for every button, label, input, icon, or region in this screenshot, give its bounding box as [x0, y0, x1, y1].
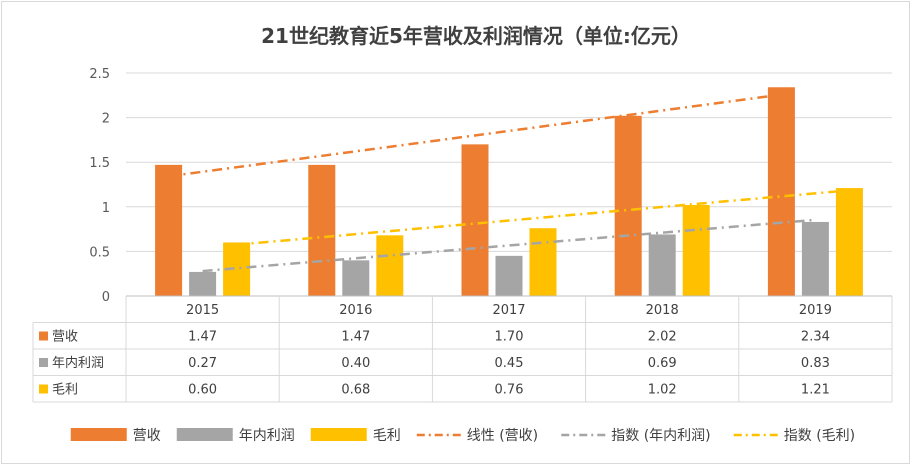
data-label: 0.69 — [648, 356, 677, 371]
x-tick-label: 2017 — [492, 303, 525, 318]
legend-label: 年内利润 — [239, 428, 295, 444]
bar-2017 — [529, 228, 557, 296]
data-label: 0.27 — [188, 356, 217, 371]
trendline — [168, 93, 782, 178]
bar-2019 — [767, 87, 795, 296]
bar-2016 — [376, 235, 404, 296]
table-legend-key — [39, 331, 48, 341]
data-label: 1.70 — [495, 330, 524, 345]
bar-2018 — [648, 234, 676, 296]
x-tick-label: 2018 — [646, 303, 679, 318]
y-axis: 0 0.5 1 1.5 2 2.5 — [89, 67, 110, 305]
trendline — [236, 189, 850, 246]
x-tick-label: 2015 — [186, 303, 219, 318]
y-tick-label: 1.5 — [89, 156, 110, 171]
gridlines — [126, 72, 892, 252]
y-tick-label: 1 — [102, 201, 110, 216]
legend-label: 指数 (毛利) — [784, 428, 855, 444]
bar-2016 — [308, 164, 336, 296]
legend-key-item — [176, 428, 233, 441]
bar-2018 — [682, 205, 710, 296]
data-label: 0.83 — [801, 356, 830, 371]
bar-2017 — [495, 255, 523, 296]
bar-2015 — [189, 271, 217, 296]
data-label: 1.47 — [341, 330, 370, 345]
legend-key-item — [70, 428, 127, 441]
legend-key-item — [310, 428, 367, 441]
legend-label: 营收 — [133, 428, 161, 444]
y-tick-label: 2 — [102, 112, 110, 127]
data-label: 0.60 — [188, 383, 217, 398]
bars — [155, 87, 863, 296]
bar-2019 — [801, 221, 829, 296]
table-series-name: 年内利润 — [52, 355, 104, 371]
data-label: 2.34 — [801, 330, 830, 345]
chart-title: 21世纪教育近5年营收及利润情况（单位:亿元） — [261, 24, 691, 48]
bar-2018 — [614, 115, 642, 296]
data-table: 2015 2016 2017 2018 2019 营收 1.47 1.47 1.70 2.02 2.… — [32, 295, 893, 403]
table-series-name: 毛利 — [52, 383, 78, 398]
data-label: 0.45 — [495, 356, 524, 371]
data-label: 2.02 — [648, 330, 677, 345]
y-tick-label: 0 — [102, 290, 110, 305]
y-tick-label: 0.5 — [89, 245, 110, 260]
data-label: 1.21 — [801, 383, 830, 398]
legend-label: 毛利 — [373, 428, 401, 444]
bar-2017 — [461, 144, 489, 296]
data-label: 0.40 — [341, 356, 370, 371]
x-tick-label: 2016 — [339, 303, 372, 318]
trendlines — [168, 93, 850, 273]
bar-2019 — [835, 188, 863, 296]
table-legend-key — [39, 358, 48, 367]
legend: 营收 年内利润 毛利 线性 (营收) 指数 (年内利润) 指数 (毛利) — [70, 428, 855, 444]
table-series-name: 营收 — [52, 330, 78, 345]
x-tick-label: 2019 — [799, 303, 832, 318]
bar-2016 — [342, 260, 370, 296]
trendline — [202, 218, 816, 273]
table-legend-key — [39, 384, 48, 394]
y-tick-label: 2.5 — [89, 67, 110, 82]
data-label: 1.47 — [188, 330, 217, 345]
data-label: 0.68 — [341, 383, 370, 398]
legend-label: 指数 (年内利润) — [611, 428, 710, 444]
bar-2015 — [155, 164, 183, 296]
data-label: 1.02 — [648, 383, 677, 398]
legend-label: 线性 (营收) — [467, 428, 538, 444]
data-label: 0.76 — [495, 383, 524, 398]
